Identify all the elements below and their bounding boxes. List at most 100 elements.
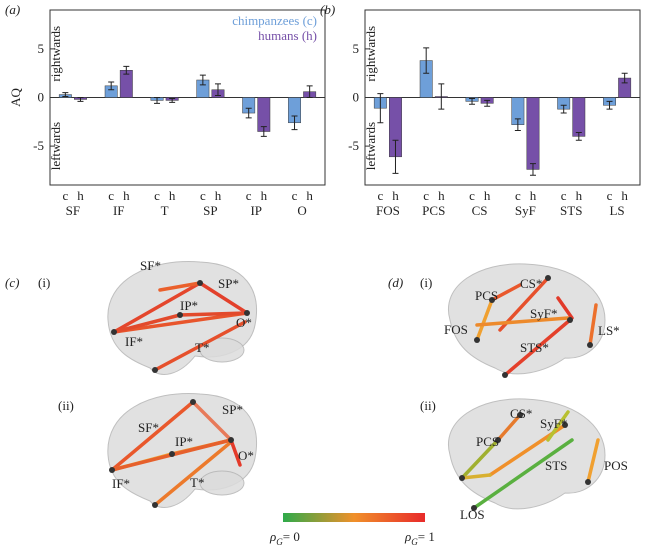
error-bar [123,65,130,75]
error-bar [291,115,298,131]
legend-entry: chimpanzees (c) [232,13,317,28]
node [502,372,508,378]
error-bar [108,81,115,91]
node-label: FOS [444,322,468,337]
y-tick-label: 5 [353,41,360,56]
node-label: IP* [175,434,193,449]
edge [158,281,202,292]
sub-label: c [377,188,383,203]
edge [460,473,492,480]
annotation: leftwards [48,122,63,170]
y-tick-label: 0 [353,90,360,105]
bar [526,97,540,170]
x-tick-label: T [161,203,169,218]
edge [586,438,600,484]
symbol: ρ [404,529,411,544]
sub-label: c [515,188,521,203]
node-label: STS* [520,340,549,355]
error-bar [484,99,491,107]
sub-label: h [392,188,399,203]
node-label: T* [190,475,204,490]
colorbar-max: ρG= 1 [404,529,435,547]
edge [460,438,500,480]
legend-entry: humans (h) [258,28,317,43]
x-tick-label: O [297,203,306,218]
node [190,399,196,405]
node [585,479,591,485]
edge [496,413,522,442]
edge [153,320,247,372]
brain-panel-c: (c) (i) SF* SP* IP* O* IF* T* (ii) SF* S… [5,258,257,508]
error-bar [214,83,221,97]
node [109,467,115,473]
panel-label: (a) [5,2,20,17]
bar [572,97,586,137]
node [228,437,234,443]
sub-label: h [215,188,222,203]
error-bar [306,85,313,98]
error-bar [575,132,582,141]
x-tick-label: SF [66,203,80,218]
node-label: STS [545,458,567,473]
label: = 1 [418,529,435,544]
edge [112,313,182,334]
node [169,451,175,457]
node [459,475,465,481]
node [587,342,593,348]
sub-label: h [484,188,491,203]
error-bar [392,139,399,174]
error-bar [62,92,69,98]
brain [448,263,606,375]
edge [588,303,598,347]
node-label: CS* [510,406,532,421]
node-label: SyF* [540,416,567,431]
x-tick-label: SyF [515,203,536,218]
error-bar [529,163,536,176]
panel-label: (d) [388,275,403,290]
sub-label: c [108,188,114,203]
sub-label: c [469,188,475,203]
annotation: rightwards [48,26,63,82]
edge [503,318,572,377]
x-tick-label: FOS [376,203,400,218]
edge [178,311,249,317]
node-label: SP* [222,402,243,417]
node [177,312,183,318]
edge [490,283,522,302]
subpanel-label: (i) [420,275,432,290]
sub-label: c [62,188,68,203]
x-tick-label: IP [250,203,262,218]
y-axis-label: AQ [8,88,23,107]
edge [556,296,574,320]
x-tick-label: LS [609,203,624,218]
node [562,422,568,428]
node-label: LOS [460,507,485,522]
node [152,367,158,373]
sub-label: h [261,188,268,203]
node [111,329,117,335]
node [244,310,250,316]
error-bar [514,118,521,132]
node [152,502,158,508]
node-label: SF* [138,420,159,435]
colorbar [283,513,425,522]
node [545,275,551,281]
error-bar [199,74,206,86]
node-label: SF* [140,258,161,273]
edge [546,410,570,442]
node-label: LS* [598,323,620,338]
sub-label: h [530,188,537,203]
error-bar [154,97,161,104]
y-tick-label: 5 [38,41,45,56]
sub-label: h [77,188,84,203]
error-bar [245,107,252,119]
edge [472,438,574,510]
edge [112,311,249,334]
error-bar [621,72,628,84]
node-label: SyF* [530,306,557,321]
node-label: IF* [125,334,143,349]
error-bar [169,97,176,103]
node [471,505,477,511]
node-label: O* [236,315,252,330]
